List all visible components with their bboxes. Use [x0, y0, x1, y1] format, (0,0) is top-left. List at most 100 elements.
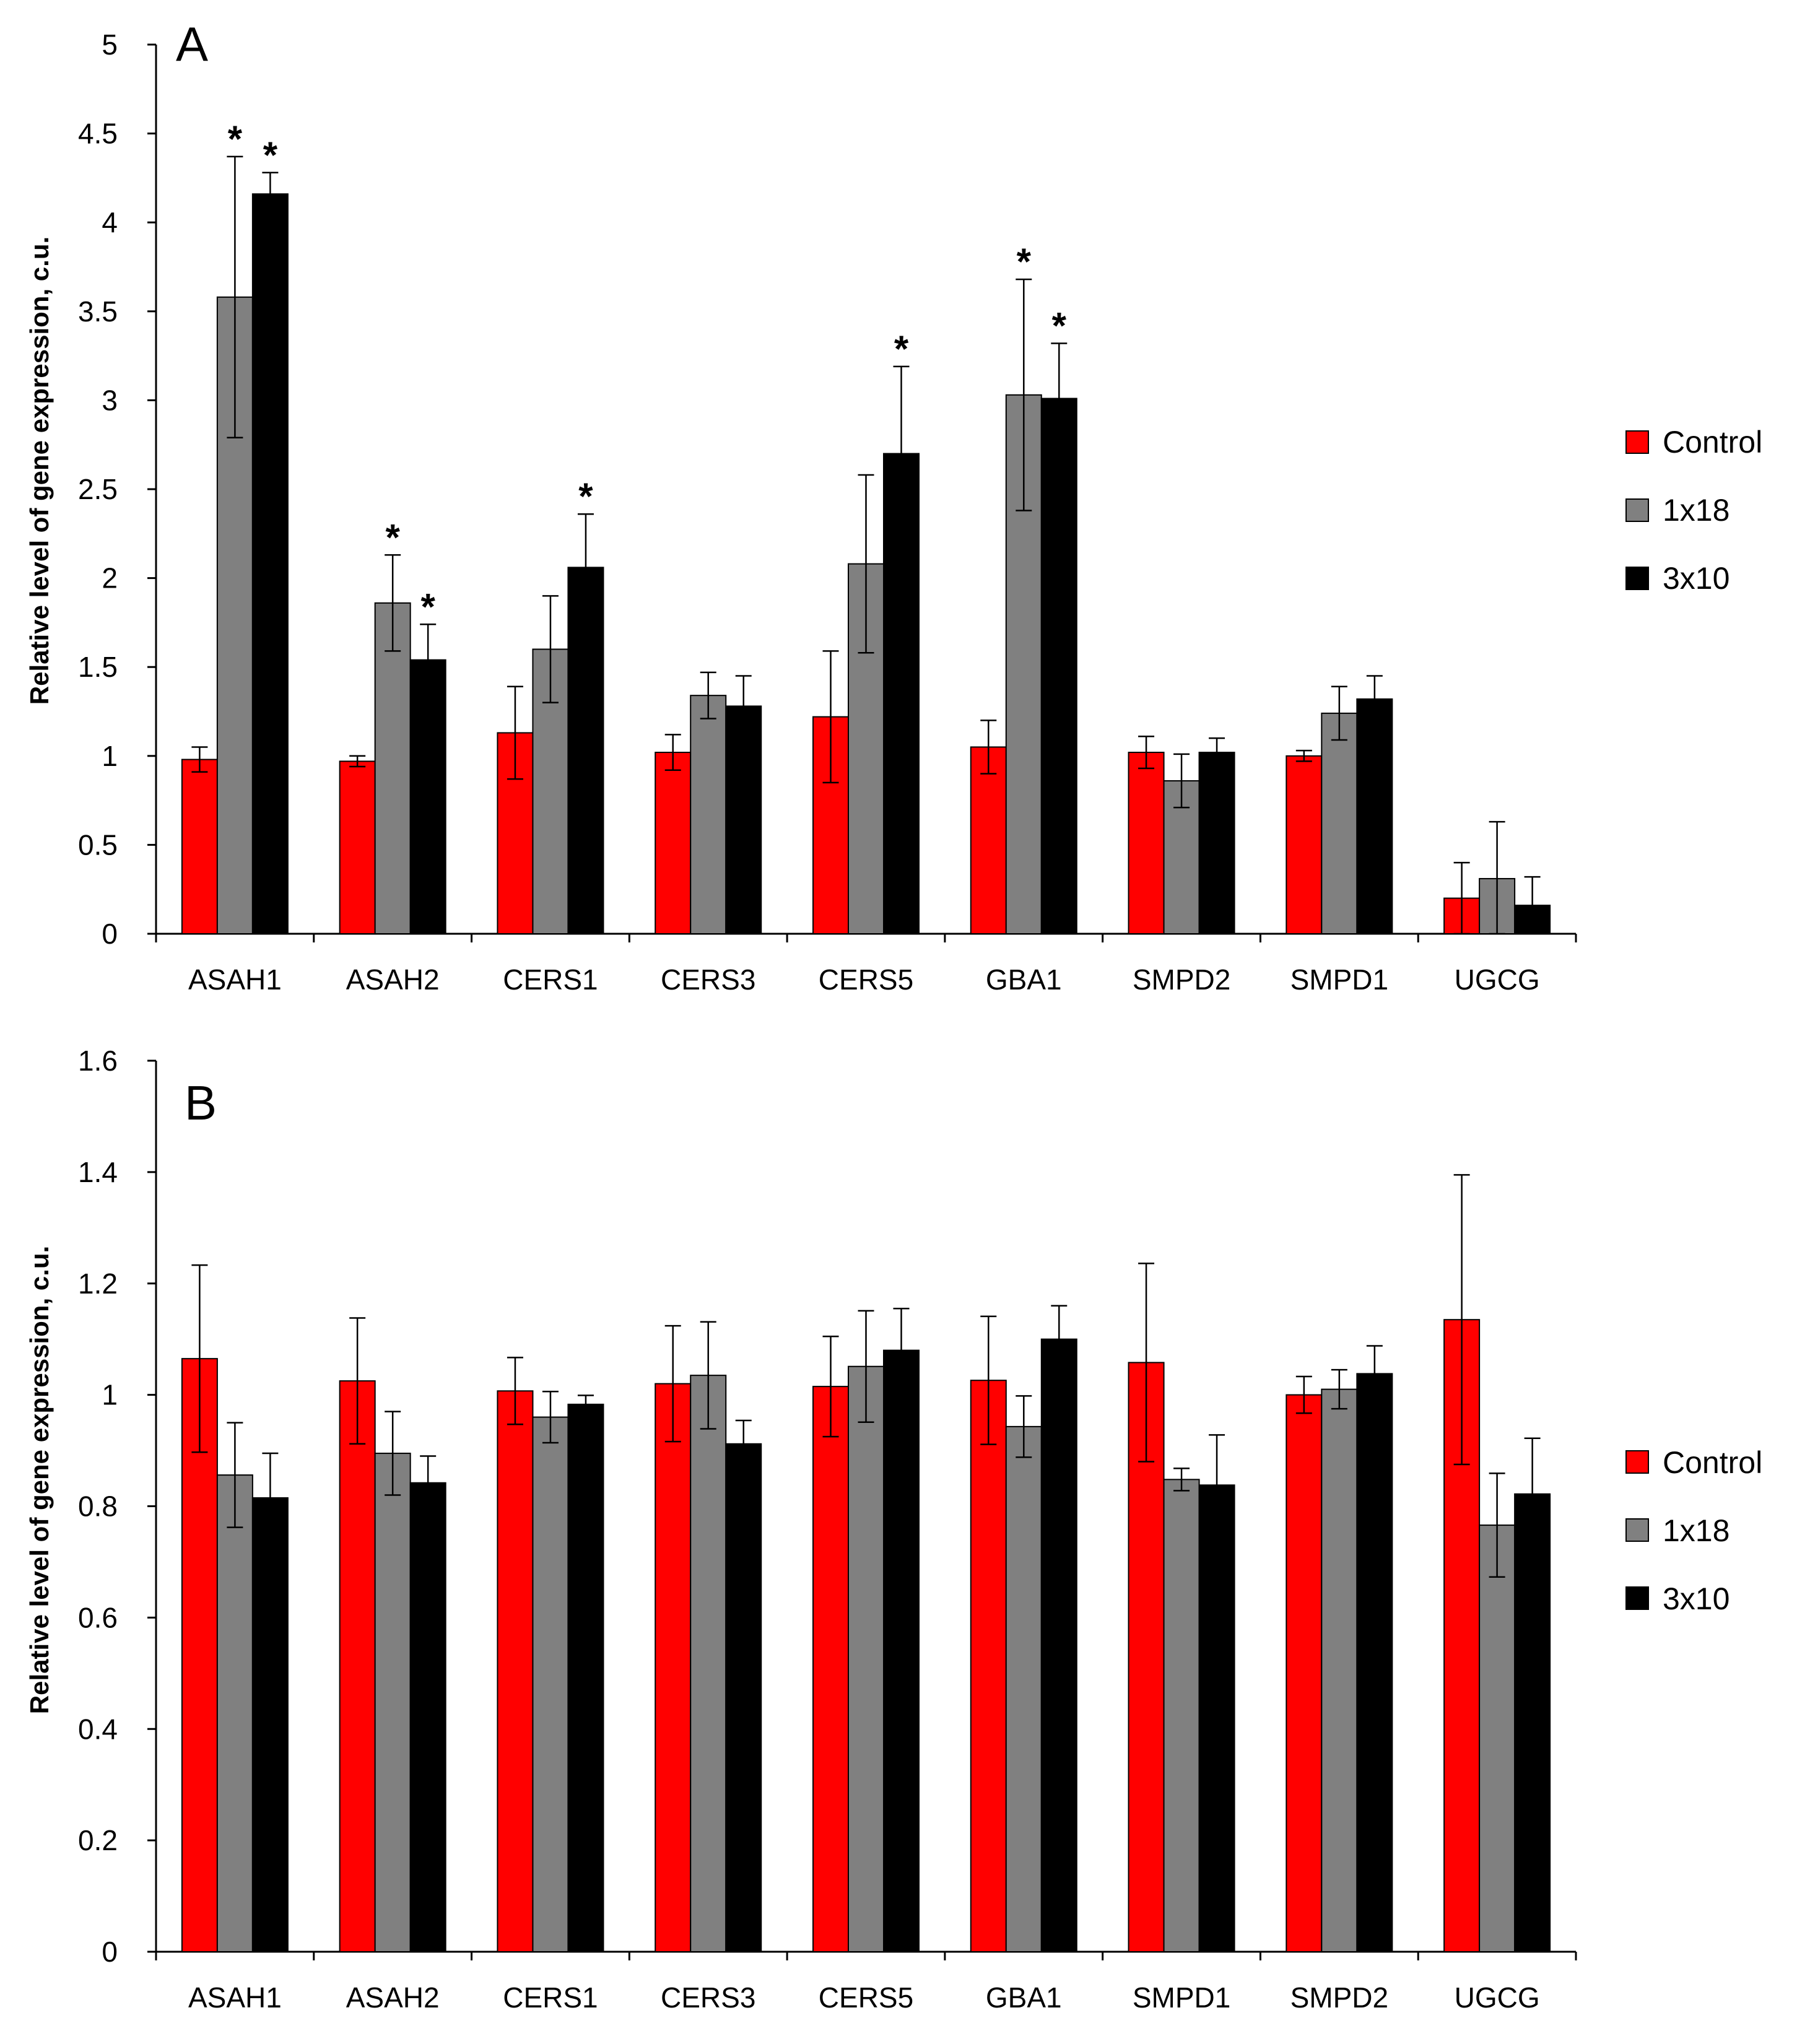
significance-star: * [420, 586, 435, 627]
y-tick-label: 0 [102, 1936, 118, 1968]
y-tick-label: 0.5 [78, 828, 118, 861]
bar [181, 1358, 218, 1952]
y-tick-label: 3 [102, 384, 118, 416]
significance-star: * [263, 134, 278, 176]
bar [1040, 1338, 1077, 1952]
bar [690, 1375, 727, 1953]
x-tick-label: CERS5 [819, 963, 913, 996]
x-tick-label: GBA1 [986, 963, 1062, 996]
bar [1198, 1484, 1235, 1952]
bar [725, 1443, 762, 1952]
bar [1198, 752, 1235, 935]
x-tick-label: CERS3 [661, 963, 755, 996]
bar [1040, 398, 1077, 934]
y-tick-label: 0 [102, 918, 118, 950]
legend-item-control: Control [1625, 425, 1762, 459]
x-tick-label: SMPD1 [1133, 1981, 1230, 2014]
y-tick-label: 1.2 [78, 1268, 118, 1300]
bar [725, 705, 762, 935]
legend-label-3x10: 3x10 [1663, 561, 1730, 596]
panel-letter: A [176, 17, 208, 71]
bar [1479, 1524, 1516, 1953]
chart-axes: 0 0.2 0.4 0.6 0.8 1 1.2 1.4 1.6 ASAH1 ASAH2 CERS1 CE… [78, 1045, 1577, 2014]
legend-swatch-3x10 [1625, 567, 1649, 590]
x-tick-label: SMPD2 [1133, 963, 1230, 996]
bar [1286, 755, 1323, 935]
y-tick-label: 0.2 [78, 1824, 118, 1856]
bar [690, 695, 727, 934]
legend-swatch-control [1625, 430, 1649, 454]
x-tick-label: SMPD1 [1290, 963, 1388, 996]
bar [1356, 1373, 1393, 1952]
bar [181, 759, 218, 934]
x-tick-label: SMPD2 [1290, 1981, 1388, 2014]
chart-bars [181, 1174, 1551, 1953]
bar [1128, 1362, 1165, 1952]
x-tick-label: CERS3 [661, 1981, 755, 2014]
bar [883, 1349, 920, 1953]
x-tick-label: ASAH2 [346, 963, 440, 996]
bar [374, 602, 411, 934]
x-tick-label: CERS5 [819, 1981, 913, 2014]
bar [970, 1380, 1007, 1952]
legend-item-1x18: 1x18 [1625, 493, 1730, 528]
bar [251, 193, 289, 934]
x-tick-label: UGCG [1455, 963, 1540, 996]
x-tick-label: ASAH1 [188, 963, 282, 996]
legend-swatch-1x18 [1625, 1518, 1649, 1542]
significance-star: * [578, 476, 593, 517]
y-axis-label: Relative level of gene expression, c.u. [25, 237, 54, 705]
legend-label-1x18: 1x18 [1663, 1513, 1730, 1548]
legend-item-3x10: 3x10 [1625, 561, 1730, 596]
legend-swatch-control [1625, 1450, 1649, 1474]
bar [409, 659, 446, 935]
bar [1128, 752, 1165, 935]
significance-star: * [385, 516, 400, 558]
legend-label-1x18: 1x18 [1663, 493, 1730, 528]
y-tick-label: 1 [102, 1379, 118, 1411]
y-tick-label: 2.5 [78, 473, 118, 505]
x-tick-label: GBA1 [986, 1981, 1062, 2014]
bar [251, 1497, 289, 1952]
bar [339, 1380, 376, 1952]
y-tick-label: 3.5 [78, 295, 118, 328]
x-tick-label: CERS1 [503, 1981, 598, 2014]
legend-swatch-1x18 [1625, 498, 1649, 522]
bar [567, 1403, 604, 1952]
x-tick-label: ASAH2 [346, 1981, 440, 2014]
y-tick-label: 4 [102, 206, 118, 238]
bar [655, 752, 692, 935]
bar [1321, 712, 1358, 934]
y-axis-label: Relative level of gene expression, c.u. [25, 1246, 54, 1714]
bar [1356, 698, 1393, 934]
chart-legend: Control 1x18 3x10 [1625, 1445, 1762, 1616]
significance-star: * [1017, 241, 1032, 282]
bar [1321, 1388, 1358, 1953]
bar [848, 1365, 884, 1952]
legend-item-control: Control [1625, 1445, 1762, 1480]
significance-star: * [228, 118, 243, 160]
y-tick-label: 1 [102, 740, 118, 772]
chart-legend: Control 1x18 3x10 [1625, 425, 1762, 596]
legend-swatch-3x10 [1625, 1586, 1649, 1610]
y-tick-label: 0.6 [78, 1601, 118, 1633]
x-tick-label: CERS1 [503, 963, 598, 996]
panel-letter: B [185, 1076, 217, 1130]
y-tick-label: 5 [102, 28, 118, 61]
bar [339, 760, 376, 935]
bar [655, 1383, 692, 1952]
bar [409, 1482, 446, 1953]
bar [812, 1386, 849, 1952]
y-tick-label: 1.4 [78, 1156, 118, 1188]
y-tick-label: 1.5 [78, 651, 118, 683]
legend-item-1x18: 1x18 [1625, 1513, 1730, 1548]
legend-label-3x10: 3x10 [1663, 1581, 1730, 1616]
legend-label-control: Control [1663, 1445, 1762, 1480]
y-tick-label: 0.8 [78, 1490, 118, 1523]
panel-b: Relative level of gene expression, c.u. … [25, 1045, 1762, 2014]
x-tick-label: UGCG [1455, 1981, 1540, 2014]
significance-star: * [894, 328, 909, 370]
legend-label-control: Control [1663, 425, 1762, 459]
y-tick-label: 4.5 [78, 118, 118, 150]
